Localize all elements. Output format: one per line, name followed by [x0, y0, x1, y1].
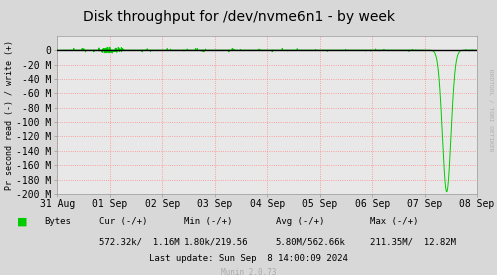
Text: Last update: Sun Sep  8 14:00:09 2024: Last update: Sun Sep 8 14:00:09 2024: [149, 254, 348, 263]
Text: Min (-/+): Min (-/+): [184, 217, 232, 226]
Text: 5.80M/562.66k: 5.80M/562.66k: [276, 238, 346, 246]
Text: 572.32k/  1.16M: 572.32k/ 1.16M: [99, 238, 180, 246]
Text: Max (-/+): Max (-/+): [370, 217, 418, 226]
Text: Bytes: Bytes: [45, 217, 72, 226]
Y-axis label: Pr second read (-) / write (+): Pr second read (-) / write (+): [4, 40, 13, 190]
Text: Disk throughput for /dev/nvme6n1 - by week: Disk throughput for /dev/nvme6n1 - by we…: [83, 10, 395, 24]
Text: 211.35M/  12.82M: 211.35M/ 12.82M: [370, 238, 456, 246]
Text: Avg (-/+): Avg (-/+): [276, 217, 324, 226]
Text: 1.80k/219.56: 1.80k/219.56: [184, 238, 248, 246]
Text: RRDTOOL / TOBI OETIKER: RRDTOOL / TOBI OETIKER: [489, 69, 494, 151]
Text: Cur (-/+): Cur (-/+): [99, 217, 148, 226]
Text: ■: ■: [17, 216, 28, 226]
Text: Munin 2.0.73: Munin 2.0.73: [221, 268, 276, 275]
